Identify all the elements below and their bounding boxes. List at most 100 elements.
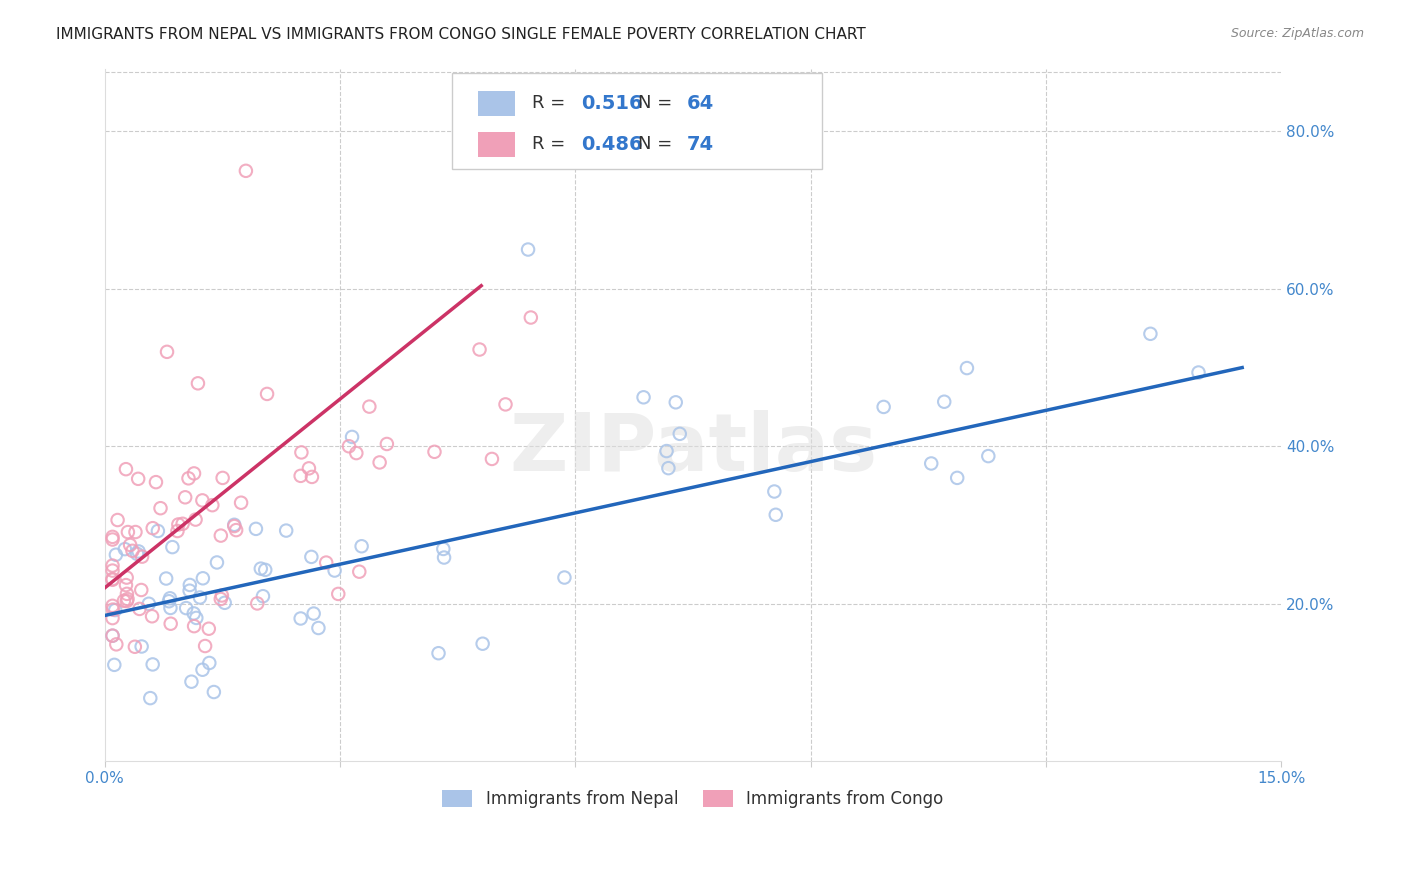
Point bbox=[495, 397, 517, 411]
Point bbox=[340, 430, 363, 444]
Point bbox=[765, 508, 787, 522]
Point bbox=[249, 561, 271, 575]
Point bbox=[290, 445, 312, 459]
Point bbox=[665, 395, 688, 409]
Point bbox=[124, 640, 146, 654]
Point bbox=[145, 475, 167, 490]
Point bbox=[157, 594, 180, 608]
Point bbox=[328, 587, 350, 601]
Point bbox=[101, 558, 124, 573]
Point bbox=[301, 470, 323, 484]
Text: 64: 64 bbox=[688, 94, 714, 112]
Point bbox=[934, 394, 956, 409]
Point bbox=[977, 449, 1000, 463]
FancyBboxPatch shape bbox=[478, 91, 516, 116]
Point bbox=[115, 587, 138, 601]
Point bbox=[117, 524, 139, 539]
Point bbox=[172, 516, 194, 531]
Text: N =: N = bbox=[638, 95, 678, 112]
Point bbox=[256, 387, 278, 401]
Point bbox=[156, 344, 179, 359]
Point bbox=[104, 548, 127, 562]
Point bbox=[633, 390, 655, 404]
Point bbox=[191, 663, 214, 677]
Point bbox=[101, 629, 124, 643]
Point bbox=[183, 467, 205, 481]
Point bbox=[299, 549, 322, 564]
Point bbox=[1139, 326, 1161, 341]
Point bbox=[142, 657, 165, 672]
Point bbox=[427, 646, 450, 660]
Point bbox=[517, 243, 540, 257]
Point bbox=[920, 457, 942, 471]
Point bbox=[235, 164, 257, 178]
Point bbox=[159, 616, 181, 631]
Point bbox=[290, 611, 312, 625]
Point bbox=[188, 591, 211, 605]
Point bbox=[872, 400, 894, 414]
Point bbox=[115, 571, 138, 585]
Point bbox=[146, 524, 169, 538]
Point bbox=[290, 468, 312, 483]
Point bbox=[174, 601, 197, 615]
Point bbox=[307, 621, 329, 635]
Point bbox=[149, 501, 172, 516]
Point bbox=[174, 491, 197, 505]
Point bbox=[553, 570, 575, 584]
Point bbox=[323, 564, 346, 578]
Point bbox=[276, 524, 298, 538]
Point bbox=[159, 591, 181, 606]
Point bbox=[114, 542, 136, 557]
Point bbox=[183, 619, 205, 633]
Point bbox=[127, 472, 149, 486]
Point bbox=[191, 493, 214, 508]
Point bbox=[763, 484, 786, 499]
Point bbox=[668, 426, 690, 441]
Point bbox=[129, 582, 152, 597]
Point bbox=[956, 361, 979, 376]
Point bbox=[246, 597, 269, 611]
Point bbox=[101, 572, 124, 586]
Point bbox=[187, 376, 209, 391]
Point bbox=[209, 592, 232, 607]
Point bbox=[139, 691, 162, 706]
Point bbox=[302, 607, 325, 621]
Point bbox=[104, 603, 127, 617]
Point bbox=[128, 602, 150, 616]
Point bbox=[194, 639, 217, 653]
Point bbox=[298, 461, 321, 475]
Text: ZIPatlas: ZIPatlas bbox=[509, 410, 877, 489]
Point bbox=[141, 609, 163, 624]
Point bbox=[101, 611, 124, 625]
Legend: Immigrants from Nepal, Immigrants from Congo: Immigrants from Nepal, Immigrants from C… bbox=[436, 783, 950, 815]
Point bbox=[433, 550, 456, 565]
Point bbox=[121, 544, 143, 558]
Point bbox=[166, 524, 188, 538]
Point bbox=[115, 594, 138, 608]
Point bbox=[224, 517, 246, 532]
Point bbox=[202, 685, 225, 699]
Point bbox=[101, 573, 124, 587]
Text: 0.516: 0.516 bbox=[581, 94, 643, 112]
Text: 0.486: 0.486 bbox=[581, 135, 643, 153]
Point bbox=[211, 589, 233, 603]
FancyBboxPatch shape bbox=[478, 132, 516, 156]
Point bbox=[142, 521, 165, 535]
Point bbox=[180, 674, 202, 689]
Point bbox=[117, 592, 139, 607]
Text: N =: N = bbox=[638, 135, 678, 153]
Point bbox=[471, 637, 494, 651]
Point bbox=[224, 519, 246, 533]
Point bbox=[155, 572, 177, 586]
Point bbox=[138, 597, 160, 611]
Point bbox=[167, 517, 190, 532]
Point bbox=[198, 622, 221, 636]
Point bbox=[198, 656, 221, 670]
Point bbox=[177, 471, 200, 485]
Point bbox=[205, 556, 228, 570]
Text: R =: R = bbox=[531, 95, 571, 112]
Point bbox=[201, 498, 224, 512]
Point bbox=[112, 594, 135, 608]
Point bbox=[657, 461, 679, 475]
Point bbox=[124, 524, 146, 539]
